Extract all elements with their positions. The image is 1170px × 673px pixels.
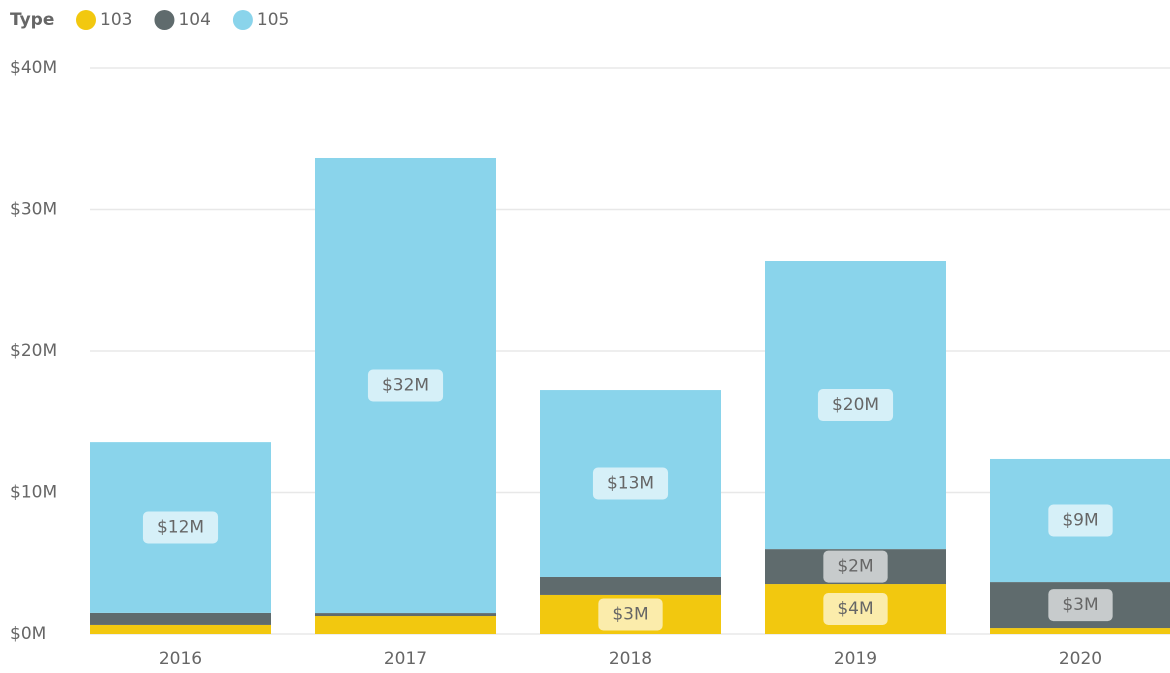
x-tick-label: 2018 — [609, 649, 652, 669]
bar-segment — [315, 613, 496, 617]
data-label-bg — [142, 511, 219, 544]
y-tick-label: $20M — [10, 341, 57, 361]
x-tick-label: 2019 — [834, 649, 877, 669]
x-tick-label: 2020 — [1059, 649, 1102, 669]
data-label-bg — [1048, 504, 1113, 537]
bar-segment — [315, 616, 496, 634]
data-label: $3M — [612, 604, 648, 624]
legend-marker — [76, 10, 96, 30]
data-label: $4M — [837, 599, 873, 619]
legend-title: Type — [10, 10, 54, 30]
data-label-bg — [598, 598, 663, 631]
data-label-bg — [1048, 589, 1113, 622]
y-tick-label: $10M — [10, 483, 57, 503]
x-tick-label: 2016 — [159, 649, 202, 669]
bar-segment — [540, 576, 721, 595]
legend-label: 105 — [257, 10, 289, 30]
data-label: $2M — [837, 557, 873, 577]
data-label: $32M — [382, 376, 429, 396]
data-label: $9M — [1062, 511, 1098, 531]
data-label-bg — [823, 550, 888, 583]
data-label-bg — [592, 467, 669, 500]
data-label: $20M — [832, 395, 879, 415]
data-label-bg — [367, 369, 444, 402]
data-label-bg — [823, 593, 888, 626]
legend-label: 103 — [100, 10, 132, 30]
legend-marker — [232, 10, 253, 30]
x-tick-label: 2017 — [384, 649, 427, 669]
data-label: $3M — [1062, 595, 1098, 615]
bar-segment — [90, 624, 271, 634]
legend-label: 104 — [178, 10, 210, 30]
legend-marker — [154, 10, 175, 30]
y-tick-label: $0M — [10, 624, 46, 644]
data-label: $13M — [607, 474, 654, 494]
bar-segment — [990, 628, 1170, 634]
data-label: $12M — [157, 518, 204, 538]
data-label-bg — [817, 389, 894, 422]
y-tick-label: $30M — [10, 200, 57, 220]
bar-segment — [90, 612, 271, 625]
y-tick-label: $40M — [10, 58, 57, 78]
